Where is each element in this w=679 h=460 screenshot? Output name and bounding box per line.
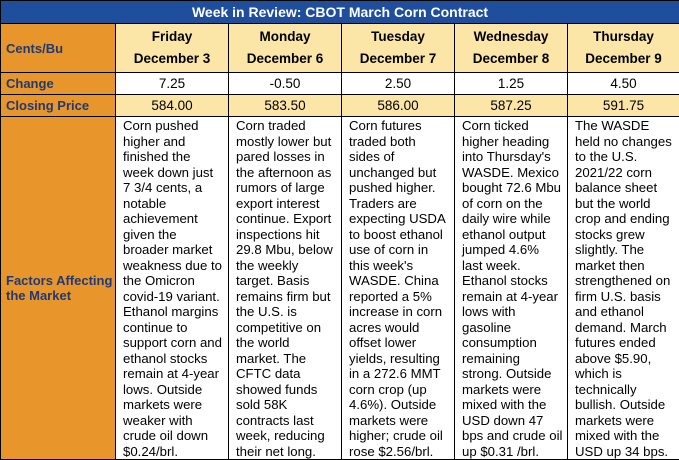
day-header: Monday December 6 [229, 24, 342, 73]
title-row: Week in Review: CBOT March Corn Contract [1, 1, 679, 24]
header-row: Cents/Bu Friday December 3 Monday Decemb… [1, 24, 679, 73]
factors-text: Corn traded mostly lower but pared losse… [229, 117, 342, 460]
day-name: Wednesday [455, 26, 567, 48]
day-header: Tuesday December 7 [342, 24, 455, 73]
day-header: Friday December 3 [116, 24, 229, 73]
table-title: Week in Review: CBOT March Corn Contract [1, 1, 679, 24]
closing-price-value: 583.50 [229, 95, 342, 117]
day-name: Monday [229, 26, 341, 48]
change-label: Change [1, 73, 116, 95]
change-value: 2.50 [342, 73, 455, 95]
closing-price-value: 587.25 [455, 95, 568, 117]
units-label: Cents/Bu [1, 24, 116, 73]
factors-text: Corn ticked higher heading into Thursday… [455, 117, 568, 460]
day-date: December 6 [229, 48, 341, 70]
factors-text: Corn futures traded both sides of unchan… [342, 117, 455, 460]
change-value: 4.50 [568, 73, 679, 95]
change-value: 7.25 [116, 73, 229, 95]
factors-text: Corn pushed higher and finished the week… [116, 117, 229, 460]
factors-label: Factors Affecting the Market [1, 117, 116, 460]
day-name: Friday [116, 26, 228, 48]
day-date: December 7 [342, 48, 454, 70]
closing-price-row: Closing Price 584.00 583.50 586.00 587.2… [1, 95, 679, 117]
change-row: Change 7.25 -0.50 2.50 1.25 4.50 [1, 73, 679, 95]
day-name: Thursday [568, 26, 679, 48]
day-date: December 8 [455, 48, 567, 70]
day-date: December 9 [568, 48, 679, 70]
closing-price-value: 586.00 [342, 95, 455, 117]
day-date: December 3 [116, 48, 228, 70]
closing-price-value: 584.00 [116, 95, 229, 117]
factors-row: Factors Affecting the Market Corn pushed… [1, 117, 679, 460]
change-value: -0.50 [229, 73, 342, 95]
closing-price-label: Closing Price [1, 95, 116, 117]
factors-text: The WASDE held no changes to the U.S. 20… [568, 117, 679, 460]
change-value: 1.25 [455, 73, 568, 95]
day-name: Tuesday [342, 26, 454, 48]
day-header: Thursday December 9 [568, 24, 679, 73]
closing-price-value: 591.75 [568, 95, 679, 117]
day-header: Wednesday December 8 [455, 24, 568, 73]
